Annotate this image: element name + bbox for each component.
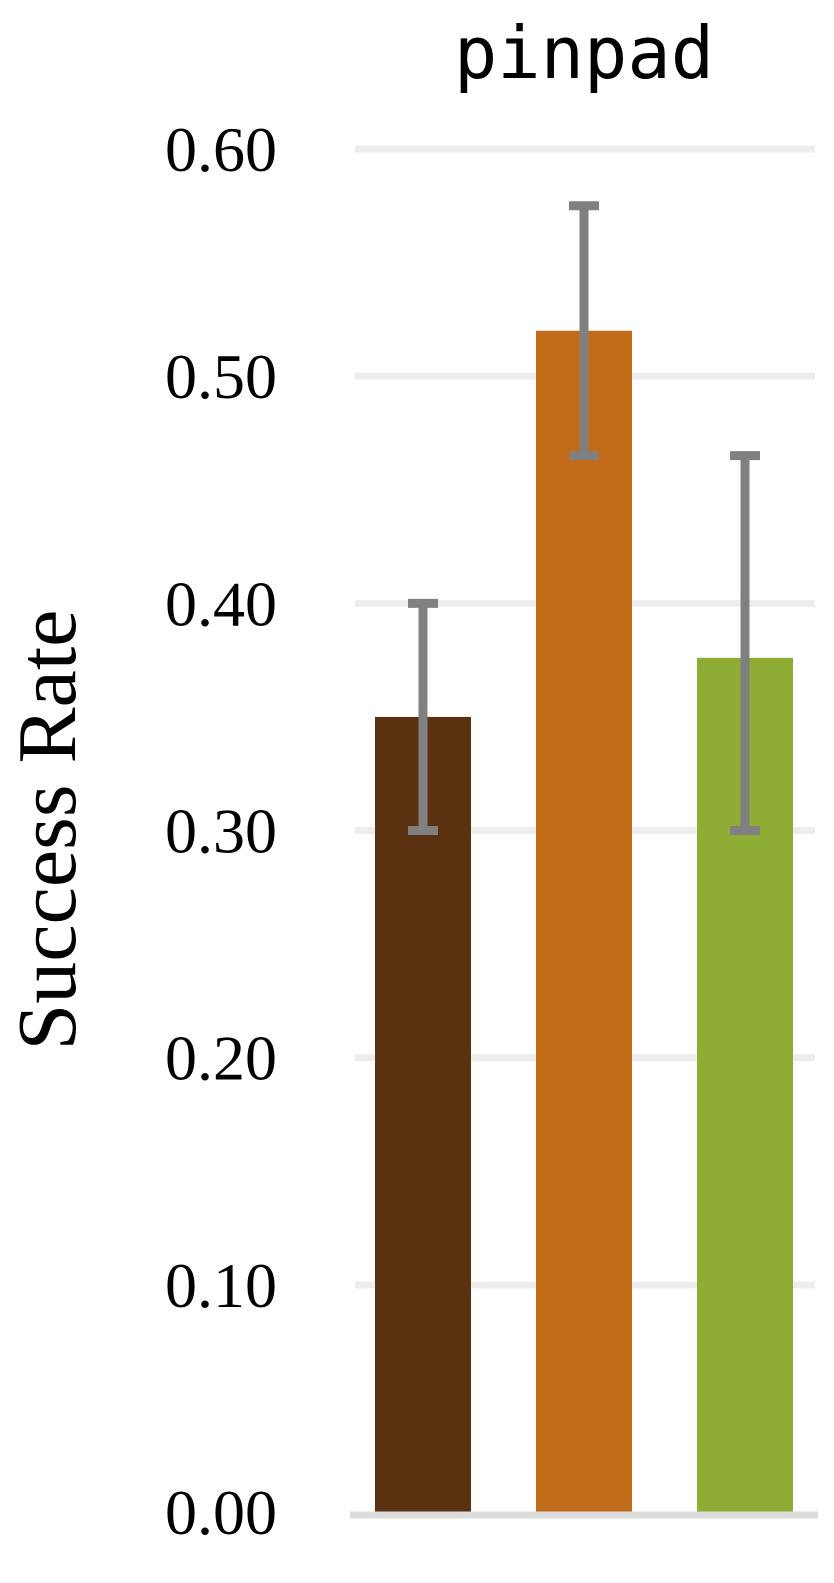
chart-title: pinpad — [454, 11, 714, 95]
bar — [536, 330, 632, 1512]
y-axis-label: Success Rate — [1, 610, 94, 1051]
y-tick-label: 0.50 — [165, 341, 277, 412]
y-tick-label: 0.30 — [165, 796, 277, 867]
y-tick-label: 0.60 — [165, 114, 277, 185]
error-bars — [408, 201, 760, 835]
bar — [375, 716, 471, 1512]
y-tick-label: 0.40 — [165, 568, 277, 639]
y-tick-label: 0.20 — [165, 1023, 277, 1094]
y-tick-label: 0.00 — [165, 1477, 277, 1548]
y-axis-ticks: 0.00 0.10 0.20 0.30 0.40 0.50 0.60 — [165, 114, 277, 1548]
y-tick-label: 0.10 — [165, 1250, 277, 1321]
bars — [375, 330, 793, 1512]
